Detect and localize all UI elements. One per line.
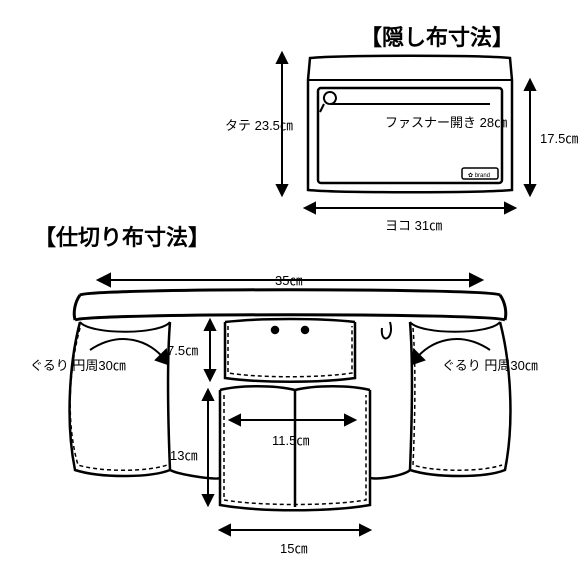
band-loop [382,322,391,338]
pocket-top-h-label: 7.5㎝ [167,340,198,359]
15-arrow [220,525,370,535]
top-diagram: ✿ brand [220,50,570,220]
75-arrow [205,320,215,380]
loop-right-label: ぐるり 円周30㎝ [442,355,538,374]
height-arrow [525,80,535,195]
left-side-pocket [70,322,170,476]
bottom-band [170,470,410,478]
height-label: 17.5㎝ [540,128,578,147]
13-arrow [203,390,213,505]
loop-left-label: ぐるり 円周30㎝ [30,355,126,374]
bottom-diagram [20,260,570,570]
pocket-mid-w-label: 11.5㎝ [272,430,309,449]
yoko-label: ヨコ 31㎝ [385,215,442,234]
width-label: 35㎝ [275,270,302,289]
zipper [320,92,490,112]
yoko-arrow [305,203,515,213]
pocket-bot-h-label: 13㎝ [170,445,197,464]
115-arrow [230,415,355,425]
right-side-pocket [410,322,510,476]
divider-cloth-title: 【仕切り布寸法】 [34,220,210,252]
center-top-pocket [225,319,355,382]
tate-label: タテ 23.5㎝ [225,115,293,134]
pocket-bot-w-label: 15㎝ [280,538,307,557]
brand-tag-text: ✿ brand [468,172,490,179]
zipper-label: ファスナー開き 28㎝ [385,112,507,131]
hidden-cloth-title: 【隠し布寸法】 [360,20,514,52]
main-band [74,290,506,320]
